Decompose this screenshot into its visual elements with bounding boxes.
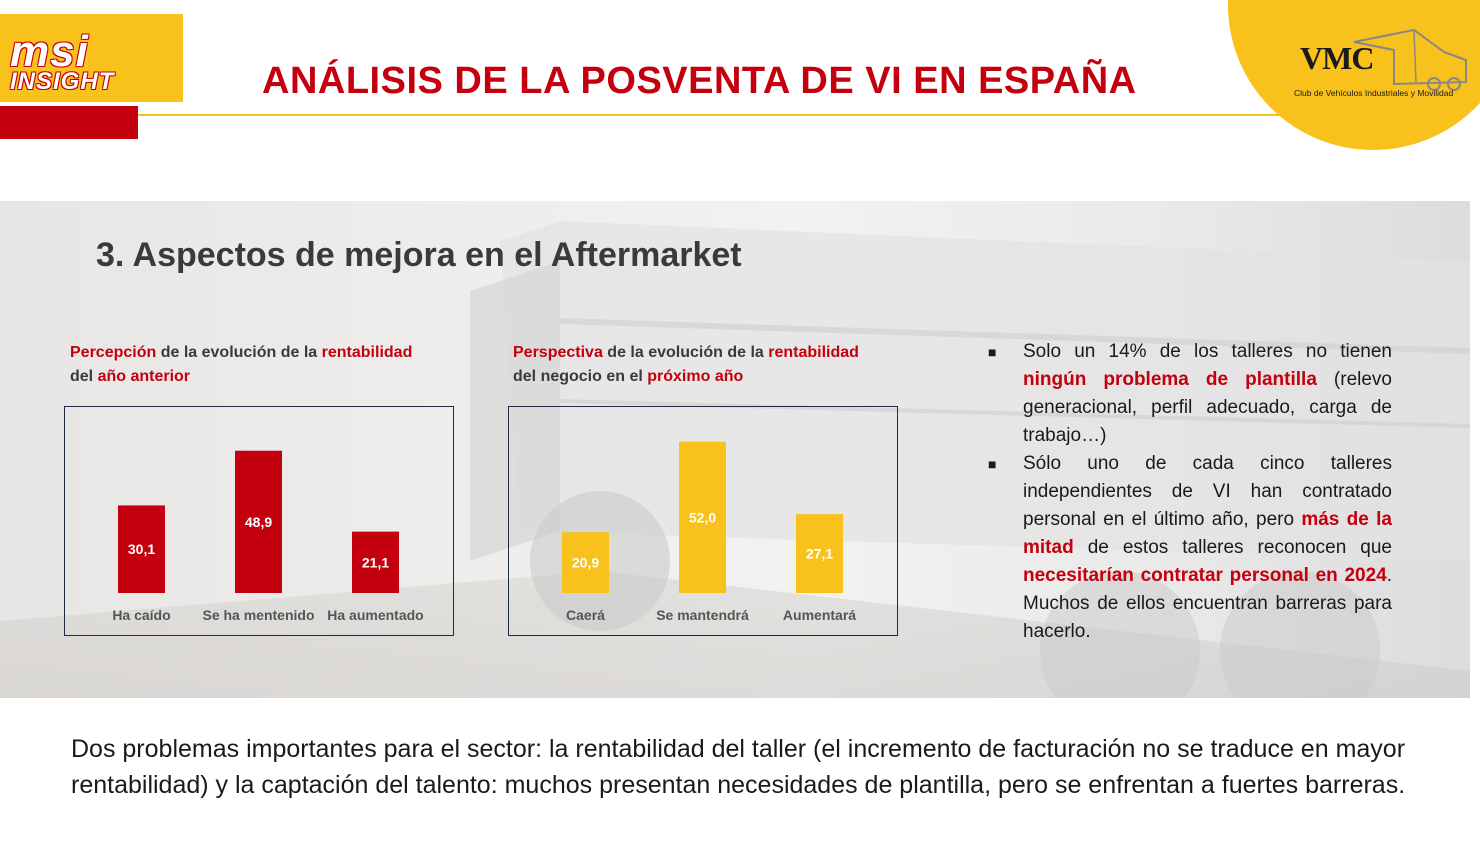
bar [352, 531, 399, 593]
chart2-caption: Perspectiva de la evolución de la rentab… [513, 341, 913, 389]
chart1-caption-part: Percepción [70, 344, 157, 361]
chart2-caption-part: rentabilidad [768, 344, 859, 361]
bar-value-label: 20,9 [572, 555, 599, 571]
bullet-text: de estos talleres reconocen que [1073, 537, 1392, 558]
bar [235, 450, 282, 593]
chart2-svg: 20,9 Caerá 52,0 Se mantendrá 27,1 Aumentará [562, 441, 856, 623]
page-title: ANÁLISIS DE LA POSVENTA DE VI EN ESPAÑA [262, 60, 1137, 102]
chart1-caption-part: rentabilidad [321, 344, 413, 361]
category-label: Ha aumentado [327, 607, 423, 623]
truck-background [0, 201, 1470, 698]
bullet-text: (relevo generacional, perfil adecuado, c… [1023, 369, 1392, 446]
logo-line-1: msi [10, 27, 89, 76]
bullet-highlight: más de la mitad [1023, 509, 1393, 558]
vmc-logo-text: VMC [1300, 40, 1374, 76]
category-label: Aumentará [783, 607, 856, 623]
chart-rentabilidad-proximo: 20,9 Caerá 52,0 Se mantendrá 27,1 Aumentará [508, 406, 898, 636]
chart2-caption-part: del negocio en el [513, 368, 648, 385]
header-divider [138, 114, 1288, 116]
chart2-caption-part: Perspectiva [513, 344, 603, 361]
square-bullet-icon: ■ [988, 456, 997, 472]
truck-illustration [0, 221, 1470, 698]
bullet-highlight: necesitarían contratar personal en 2024 [1023, 565, 1387, 586]
msi-logo-text: msi INSIGHT [10, 30, 114, 94]
bullet-highlight: ningún problema de plantilla [1023, 369, 1317, 390]
bar-value-label: 48,9 [245, 514, 272, 530]
bar [796, 514, 843, 593]
chart1-svg: 30,1 Ha caído 48,9 Se ha mentenido 21,1 Ha au… [112, 450, 424, 623]
chart1-caption-part: de la evolución de la [156, 344, 322, 361]
vmc-subtitle: Club de Vehículos Industriales y Movilid… [1294, 88, 1454, 98]
category-label: Se mantendrá [656, 607, 749, 623]
bullet-list: ■ Solo un 14% de los talleres no tienen … [988, 338, 1392, 646]
bar [118, 505, 165, 593]
bullet-item: ■ Solo un 14% de los talleres no tienen … [988, 338, 1392, 450]
bar [679, 441, 726, 593]
bullet-text: Sólo uno de cada cinco talleres independ… [1023, 453, 1392, 530]
chart1-caption-part: año anterior [97, 368, 191, 385]
chart1-caption-part: del [70, 368, 98, 385]
chart2-caption-part: próximo año [647, 368, 744, 385]
chart1-caption: Percepción de la evolución de la rentabi… [70, 341, 470, 389]
bar-value-label: 30,1 [128, 541, 155, 557]
bar-value-label: 21,1 [362, 554, 389, 570]
square-bullet-icon: ■ [988, 344, 997, 360]
bar-value-label: 27,1 [806, 546, 833, 562]
logo-line-2: INSIGHT [10, 68, 115, 95]
category-label: Caerá [566, 607, 605, 623]
chart-rentabilidad-anterior: 30,1 Ha caído 48,9 Se ha mentenido 21,1 Ha au… [64, 406, 454, 636]
bullet-item: ■ Sólo uno de cada cinco talleres indepe… [988, 450, 1392, 646]
category-label: Se ha mentenido [202, 607, 314, 623]
logo-red-bar [0, 106, 138, 139]
truck-icon [1353, 28, 1467, 91]
footer-summary: Dos problemas importantes para el sector… [71, 735, 1406, 799]
msi-logo: msi INSIGHT [0, 14, 183, 102]
section-title: 3. Aspectos de mejora en el Aftermarket [96, 236, 742, 274]
category-label: Ha caído [112, 607, 170, 623]
bar-value-label: 52,0 [689, 509, 716, 525]
bar [562, 532, 609, 593]
chart2-caption-part: de la evolución de la [602, 344, 769, 361]
bullet-text: . Muchos de ellos encuentran barreras pa… [1023, 565, 1392, 642]
bullet-text: Solo un 14% de los talleres no tienen [1023, 341, 1392, 362]
